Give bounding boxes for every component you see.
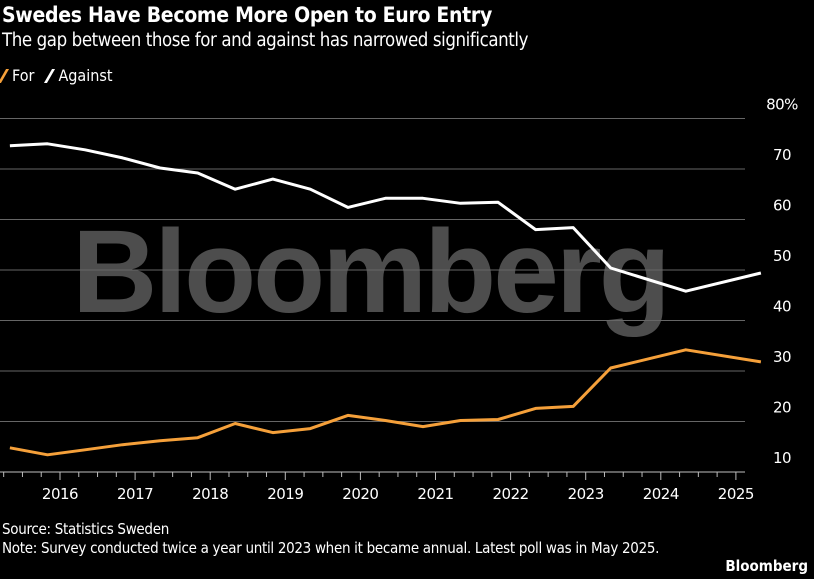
y-tick-label: 60	[773, 197, 791, 215]
line-chart: Bloomberg 10 20 30 40 50 60 70 80% 2016 2017 2018 20…	[0, 96, 799, 503]
x-tick-label: 2024	[643, 485, 679, 503]
y-tick-label: 40	[773, 298, 791, 316]
bloomberg-watermark: Bloomberg	[72, 206, 668, 338]
legend-label-for: For	[12, 66, 35, 85]
y-tick-label: 20	[773, 399, 791, 417]
legend-label-against: Against	[58, 66, 113, 85]
chart-title: Swedes Have Become More Open to Euro Ent…	[2, 3, 492, 27]
y-tick-label: 30	[773, 348, 791, 366]
x-tick-label: 2016	[42, 485, 78, 503]
x-tick-label: 2018	[192, 485, 228, 503]
legend-item-for: For	[0, 66, 35, 85]
series-line-for	[9, 348, 762, 457]
footnote: Note: Survey conducted twice a year unti…	[2, 539, 660, 557]
bloomberg-logo: Bloomberg	[725, 557, 808, 575]
y-tick-label: 50	[773, 247, 791, 265]
y-tick-label: 10	[773, 449, 791, 467]
x-tick-label: 2017	[117, 485, 153, 503]
y-tick-label: 80%	[766, 96, 798, 114]
source-note: Source: Statistics Sweden	[2, 520, 169, 538]
legend-item-against: Against	[44, 66, 113, 85]
x-tick-label: 2022	[493, 485, 529, 503]
x-tick-label: 2019	[267, 485, 303, 503]
y-tick-label: 70	[773, 146, 791, 164]
x-tick-label: 2025	[718, 485, 754, 503]
legend: For Against	[0, 66, 113, 85]
x-tick-label: 2020	[342, 485, 378, 503]
chart-subtitle: The gap between those for and against ha…	[2, 30, 529, 51]
x-tick-label: 2021	[417, 485, 453, 503]
x-tick-label: 2023	[568, 485, 604, 503]
